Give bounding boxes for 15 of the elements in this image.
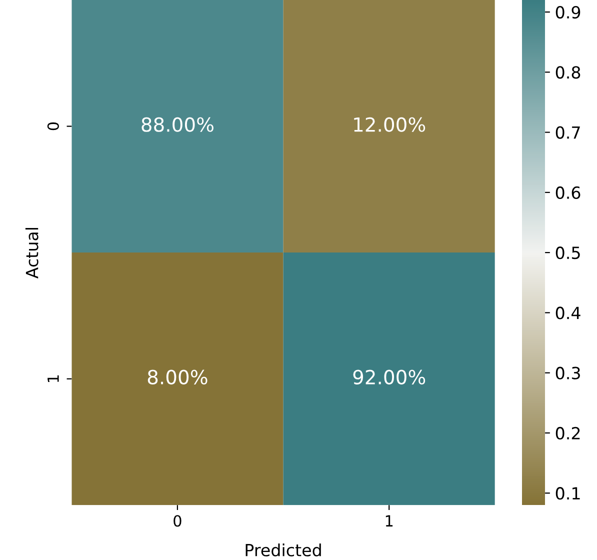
color-bar-label: 0.7 — [556, 126, 580, 139]
y-axis-title: Actual — [25, 228, 38, 279]
data-label: 12.00% — [354, 117, 426, 132]
color-bar-label: 0.4 — [556, 306, 580, 320]
color-bar-label: 0.9 — [556, 6, 580, 19]
data-label: 8.00% — [148, 370, 208, 384]
color-bar-label: 0.3 — [556, 366, 580, 380]
color-bar-label: 0.8 — [556, 66, 580, 79]
data-label: 88.00% — [142, 117, 214, 132]
x-axis-title: Predicted — [246, 544, 321, 556]
color-bar-label: 0.2 — [556, 426, 580, 440]
color-bar-label: 0.5 — [556, 246, 580, 260]
color-bar-label: 0.6 — [556, 186, 580, 199]
color-bar-label: 0.1 — [556, 487, 580, 500]
data-label: 92.00% — [353, 370, 426, 384]
